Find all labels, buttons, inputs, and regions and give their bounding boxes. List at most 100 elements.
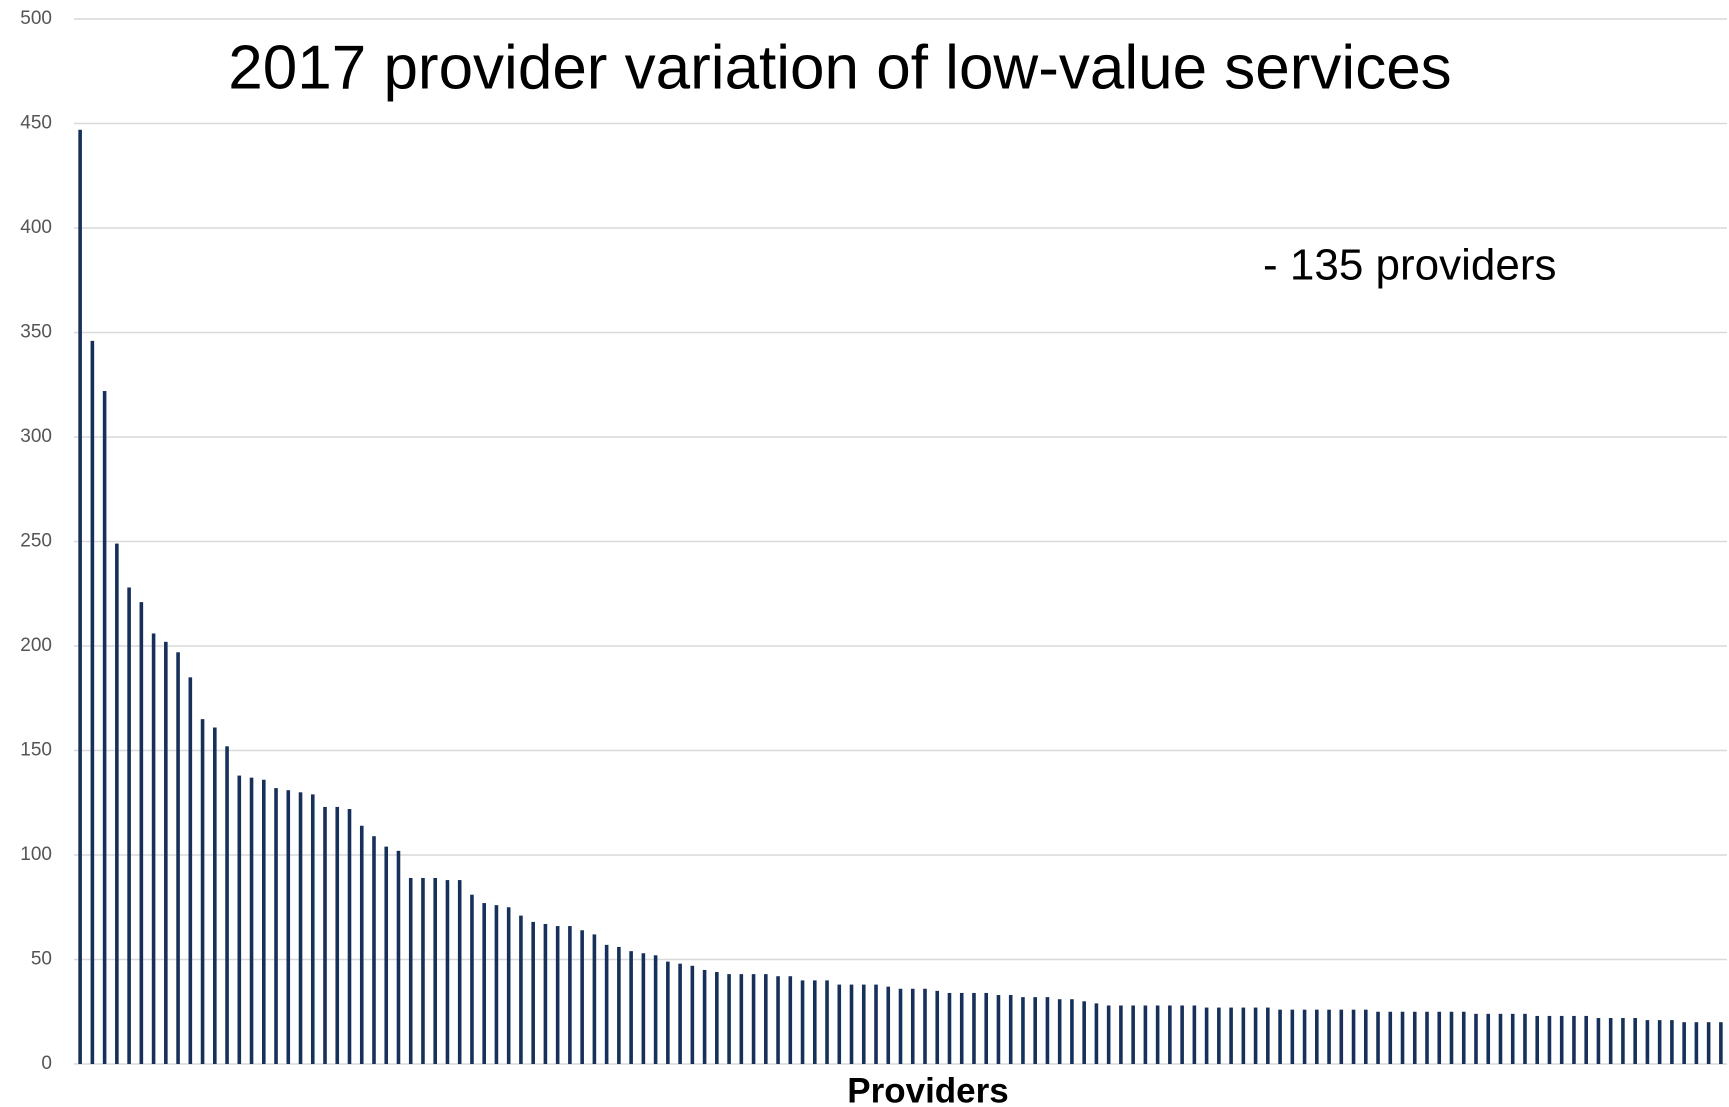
bar (776, 976, 780, 1064)
bar (213, 727, 217, 1064)
bar (115, 543, 119, 1064)
bar (1498, 1013, 1503, 1064)
bar (1719, 1022, 1723, 1064)
bar (959, 992, 964, 1064)
bar (1302, 1009, 1307, 1064)
bar (359, 825, 364, 1064)
bar (715, 972, 719, 1064)
y-tick-label: 0 (41, 1053, 52, 1074)
bar (1535, 1015, 1540, 1064)
bar (237, 775, 242, 1064)
bar (445, 880, 450, 1064)
bar (1290, 1009, 1295, 1064)
bar (1486, 1013, 1491, 1064)
bar (1315, 1009, 1319, 1064)
bar (666, 961, 670, 1064)
bar (78, 129, 82, 1064)
bar (1278, 1009, 1282, 1064)
bar (1400, 1011, 1405, 1064)
bar (1119, 1005, 1123, 1064)
bar (1217, 1007, 1221, 1064)
bar (1082, 1001, 1086, 1064)
bar (1045, 997, 1050, 1064)
bar (1106, 1005, 1111, 1064)
bar (396, 850, 401, 1064)
bar (102, 391, 107, 1064)
bar (335, 806, 340, 1064)
bar (1596, 1018, 1601, 1064)
y-tick-label: 500 (20, 8, 52, 29)
bar (543, 923, 548, 1064)
bar (1155, 1005, 1160, 1064)
y-tick-label: 400 (20, 217, 52, 238)
bar (1437, 1011, 1442, 1064)
bar (837, 984, 842, 1064)
bar (788, 976, 793, 1064)
bar (408, 877, 413, 1064)
bar (1608, 1018, 1613, 1064)
bar (592, 934, 597, 1064)
bar (1351, 1009, 1356, 1064)
bar (384, 846, 389, 1064)
bar (261, 779, 266, 1064)
bar (347, 809, 352, 1064)
bar (470, 894, 474, 1064)
bar (1057, 999, 1062, 1064)
bar (1094, 1003, 1099, 1064)
bar (1192, 1005, 1197, 1064)
bar (1657, 1020, 1662, 1064)
bar (1376, 1011, 1380, 1064)
bar (127, 587, 131, 1064)
bar (1131, 1005, 1135, 1064)
bar (1645, 1020, 1650, 1064)
bar (617, 946, 621, 1064)
bar (1008, 995, 1013, 1064)
bar (641, 953, 646, 1064)
bar (1180, 1005, 1184, 1064)
bar (1143, 1005, 1148, 1064)
bar (1425, 1011, 1429, 1064)
bar (1670, 1020, 1674, 1064)
bar (678, 963, 682, 1064)
bar (812, 980, 817, 1064)
bar (604, 944, 609, 1064)
bar (1523, 1013, 1527, 1064)
bar (825, 980, 829, 1064)
bar (225, 746, 229, 1064)
bar (653, 955, 658, 1064)
bar (249, 777, 254, 1064)
bar (580, 930, 584, 1064)
bar (751, 974, 756, 1064)
bar (531, 921, 535, 1064)
chart-title: 2017 provider variation of low-value ser… (228, 33, 1451, 102)
bar (727, 974, 731, 1064)
bar (457, 880, 462, 1064)
bar (1339, 1009, 1344, 1064)
bar (690, 965, 695, 1064)
bar (739, 974, 744, 1064)
bar (568, 926, 572, 1064)
bar (1253, 1007, 1258, 1064)
bar (1706, 1022, 1711, 1064)
y-tick-label: 100 (20, 844, 52, 865)
bar (629, 951, 633, 1064)
bar (764, 974, 768, 1064)
bar (898, 988, 903, 1064)
bar (702, 969, 707, 1064)
x-axis-label: Providers (847, 1071, 1008, 1107)
bar (200, 719, 205, 1064)
bar (984, 992, 989, 1064)
bar (494, 905, 499, 1064)
bar (910, 988, 915, 1064)
bar (1449, 1011, 1454, 1064)
bar (506, 907, 511, 1064)
bar (1621, 1018, 1625, 1064)
bar (972, 992, 976, 1064)
bar (1229, 1007, 1233, 1064)
y-tick-label: 350 (20, 322, 52, 343)
bar (996, 995, 1001, 1064)
y-tick-label: 150 (20, 740, 52, 761)
bar (1559, 1015, 1564, 1064)
bar (286, 790, 291, 1064)
